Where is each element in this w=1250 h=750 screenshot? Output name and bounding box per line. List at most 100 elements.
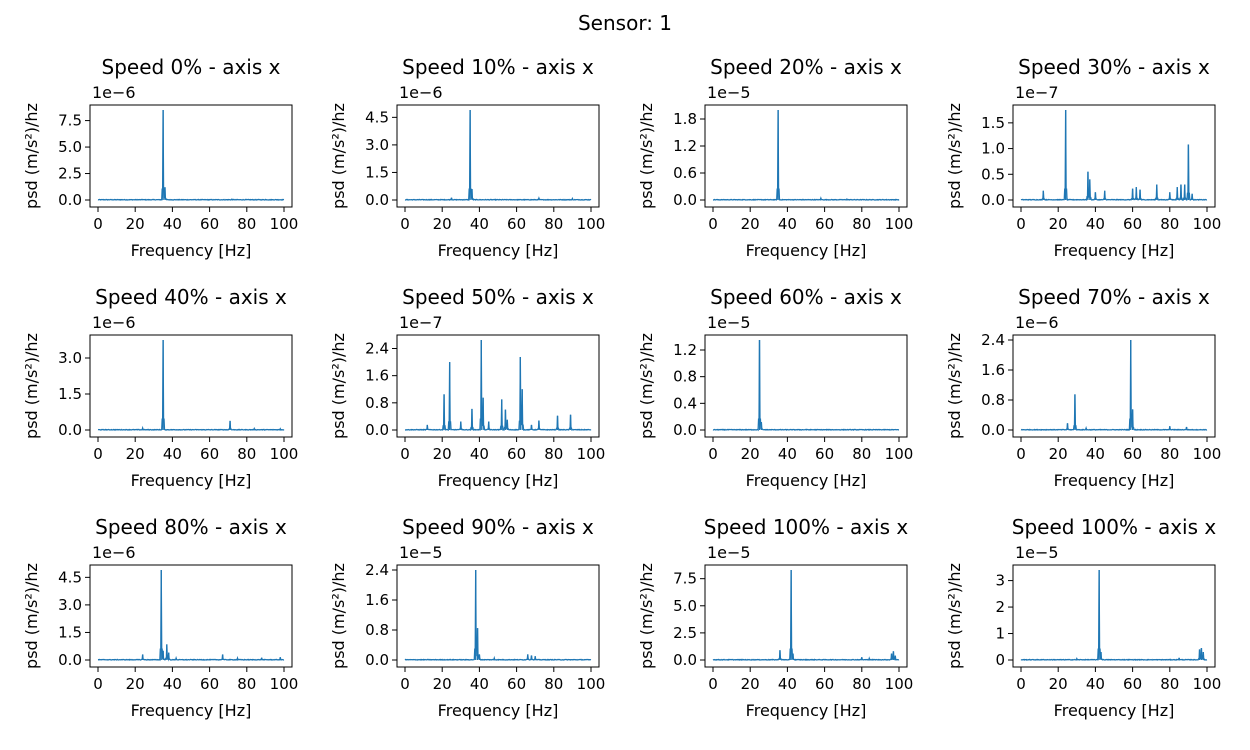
x-tick-label: 0: [708, 675, 718, 693]
subplot-title: Speed 70% - axis x: [1018, 285, 1210, 309]
y-tick-label: 1.6: [981, 361, 1005, 379]
x-tick-label: 100: [577, 445, 606, 463]
x-tick-label: 40: [1086, 215, 1105, 233]
x-tick-label: 80: [852, 675, 871, 693]
y-tick-label: 0.0: [365, 651, 389, 669]
x-tick-label: 60: [507, 215, 526, 233]
x-tick-label: 40: [470, 215, 489, 233]
subplot-title: Speed 100% - axis x: [1012, 515, 1217, 539]
x-tick-label: 0: [400, 675, 410, 693]
y-tick-label: 7.5: [58, 112, 82, 130]
y-tick-label: 1: [995, 625, 1005, 643]
y-exponent-label: 1e−6: [92, 543, 136, 562]
y-tick-label: 5.0: [58, 138, 82, 156]
y-tick-label: 0.8: [365, 394, 389, 412]
y-axis-label: psd (m/s²)/hz: [329, 563, 348, 669]
psd-series-line: [97, 569, 285, 662]
y-tick-label: 2.4: [365, 339, 389, 357]
x-tick-label: 0: [708, 445, 718, 463]
x-tick-label: 40: [470, 675, 489, 693]
y-tick-label: 0.0: [981, 421, 1005, 439]
axes-frame: [396, 564, 600, 668]
y-exponent-label: 1e−7: [1015, 83, 1059, 102]
axes-frame: [704, 104, 908, 208]
subplot-6: Speed 50% - axis x 1e−7 0 20 40 60 80 100 0.0 0.8…: [329, 285, 605, 490]
x-axis-label: Frequency [Hz]: [1054, 701, 1175, 720]
y-tick-label: 1.2: [673, 341, 697, 359]
x-tick-label: 60: [200, 445, 219, 463]
subplot-9: Speed 80% - axis x 1e−6 0 20 40 60 80 100 0.0 1.5…: [22, 515, 298, 720]
x-tick-label: 80: [237, 215, 256, 233]
x-tick-label: 100: [270, 675, 299, 693]
y-axis-label: psd (m/s²)/hz: [329, 333, 348, 439]
subplot-3: Speed 20% - axis x 1e−5 0 20 40 60 80 100 0.0 0.6…: [637, 55, 913, 260]
x-tick-label: 0: [93, 215, 103, 233]
x-tick-label: 0: [1016, 675, 1026, 693]
psd-series-line: [712, 109, 900, 201]
x-tick-label: 100: [270, 445, 299, 463]
y-exponent-label: 1e−6: [92, 313, 136, 332]
psd-series-line: [97, 109, 285, 201]
y-exponent-label: 1e−5: [707, 543, 751, 562]
y-tick-label: 0.0: [58, 421, 82, 439]
figure-suptitle: Sensor: 1: [578, 11, 672, 35]
y-tick-label: 5.0: [673, 597, 697, 615]
x-tick-label: 40: [470, 445, 489, 463]
psd-series-line: [404, 569, 592, 661]
x-tick-label: 100: [885, 675, 914, 693]
x-tick-label: 100: [1193, 215, 1222, 233]
axes-frame: [1012, 334, 1216, 438]
y-tick-label: 0.0: [673, 191, 697, 209]
x-axis-label: Frequency [Hz]: [131, 471, 252, 490]
y-tick-label: 0: [995, 651, 1005, 669]
subplot-title: Speed 40% - axis x: [95, 285, 287, 309]
y-tick-label: 4.5: [58, 568, 82, 586]
y-exponent-label: 1e−6: [399, 83, 443, 102]
x-tick-label: 80: [1160, 675, 1179, 693]
y-tick-label: 3: [995, 572, 1005, 590]
x-tick-label: 20: [433, 215, 452, 233]
x-tick-label: 0: [93, 445, 103, 463]
x-tick-label: 0: [1016, 445, 1026, 463]
y-exponent-label: 1e−5: [707, 83, 751, 102]
y-exponent-label: 1e−5: [1015, 543, 1059, 562]
y-tick-label: 0.0: [673, 421, 697, 439]
subplot-title: Speed 80% - axis x: [95, 515, 287, 539]
y-tick-label: 0.8: [365, 621, 389, 639]
x-tick-label: 100: [577, 675, 606, 693]
y-tick-label: 1.2: [673, 137, 697, 155]
x-tick-label: 60: [200, 215, 219, 233]
subplot-title: Speed 60% - axis x: [710, 285, 902, 309]
subplot-title: Speed 100% - axis x: [704, 515, 909, 539]
x-tick-label: 0: [1016, 215, 1026, 233]
x-tick-label: 80: [1160, 215, 1179, 233]
psd-series-line: [712, 339, 900, 432]
x-tick-label: 20: [741, 445, 760, 463]
x-tick-label: 40: [778, 675, 797, 693]
x-tick-label: 80: [544, 215, 563, 233]
y-tick-label: 0.6: [673, 164, 697, 182]
x-tick-label: 100: [270, 215, 299, 233]
subplot-title: Speed 50% - axis x: [402, 285, 594, 309]
subplot-2: Speed 10% - axis x 1e−6 0 20 40 60 80 100 0.0 1.5…: [329, 55, 605, 260]
x-tick-label: 80: [852, 445, 871, 463]
y-axis-label: psd (m/s²)/hz: [22, 333, 41, 439]
x-tick-label: 20: [741, 215, 760, 233]
x-tick-label: 80: [852, 215, 871, 233]
x-tick-label: 60: [815, 675, 834, 693]
psd-series-line: [1020, 339, 1208, 431]
subplot-10: Speed 90% - axis x 1e−5 0 20 40 60 80 100 0.0 0.8…: [329, 515, 605, 720]
x-tick-label: 60: [1123, 675, 1142, 693]
x-tick-label: 40: [1086, 675, 1105, 693]
y-tick-label: 0.0: [365, 421, 389, 439]
x-tick-label: 60: [815, 445, 834, 463]
x-tick-label: 100: [577, 215, 606, 233]
subplot-title: Speed 90% - axis x: [402, 515, 594, 539]
subplot-title: Speed 0% - axis x: [102, 55, 281, 79]
x-axis-label: Frequency [Hz]: [746, 241, 867, 260]
psd-series-line: [712, 569, 900, 661]
y-tick-label: 1.6: [365, 367, 389, 385]
y-tick-label: 1.6: [365, 591, 389, 609]
x-axis-label: Frequency [Hz]: [131, 701, 252, 720]
